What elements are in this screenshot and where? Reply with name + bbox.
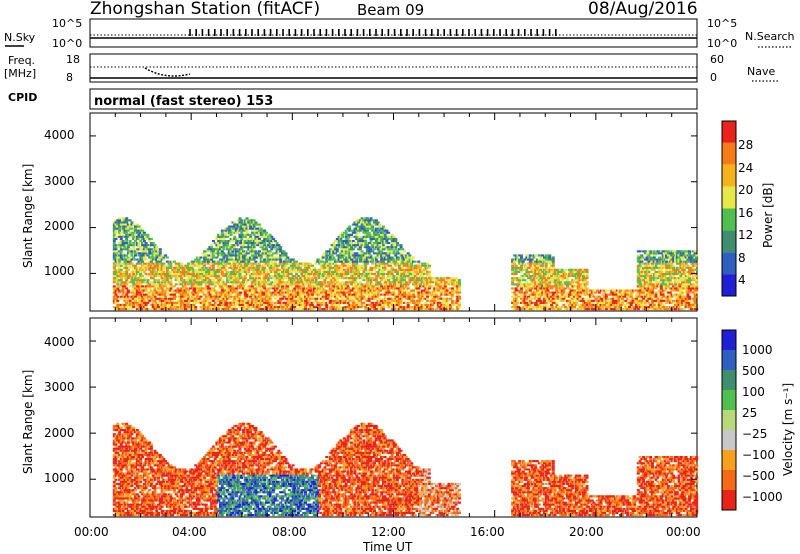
vel-cbar-tick-1000: 1000 — [742, 343, 773, 357]
velocity-ytick-1000: 1000 — [44, 471, 75, 485]
velocity-colorbar-label: Velocity [m s⁻¹] — [781, 382, 795, 476]
freq-unit: [MHz] — [4, 67, 37, 80]
power-colorbar-label: Power [dB] — [761, 182, 775, 248]
velocity-ytick-2000: 2000 — [44, 426, 75, 440]
power-cbar-tick-16: 16 — [738, 206, 754, 220]
velocity-colorbar-segment — [722, 470, 736, 490]
velocity-colorbar-segment — [722, 450, 736, 470]
power-cbar-tick-4: 4 — [738, 273, 746, 287]
power-ytick-4000: 4000 — [44, 128, 75, 142]
vel-cbar-tick-neg100: −100 — [742, 448, 775, 462]
date-label: 08/Aug/2016 — [588, 0, 698, 19]
power-colorbar-segment — [722, 164, 736, 187]
nave-tick-bottom: 0 — [710, 71, 717, 84]
nsearch-tick-top: 10^5 — [707, 17, 738, 30]
power-colorbar-segment — [722, 142, 736, 165]
velocity-ytick-4000: 4000 — [44, 335, 75, 349]
xtick-0800: 08:00 — [272, 525, 307, 539]
velocity-colorbar-segment — [722, 350, 736, 370]
nave-dip — [144, 67, 191, 77]
nsearch-label: N.Search — [745, 30, 795, 43]
xtick-0400: 04:00 — [172, 525, 207, 539]
nave-tick-top: 60 — [710, 53, 724, 66]
power-cbar-tick-28: 28 — [738, 138, 754, 152]
nsearch-tick-bottom: 10^0 — [707, 37, 738, 50]
power-ylabel: Slant Range [km] — [21, 163, 35, 268]
velocity-colorbar-segment — [722, 490, 736, 510]
power-ytick-1000: 1000 — [44, 264, 75, 278]
nsky-tick-top: 10^5 — [52, 17, 83, 30]
nsky-tick-bottom: 10^0 — [52, 37, 83, 50]
xtick-0000: 00:00 — [74, 525, 109, 539]
freq-label: Freq. — [8, 54, 36, 67]
xtick-2400: 00:00 — [666, 525, 701, 539]
vel-cbar-tick-neg500: −500 — [742, 469, 775, 483]
power-colorbar-frame — [721, 120, 737, 297]
power-colorbar-segment — [722, 252, 736, 275]
vel-cbar-tick-25: 25 — [742, 406, 758, 420]
freq-tick-top: 18 — [66, 53, 80, 66]
velocity-colorbar-segment — [722, 390, 736, 410]
vel-cbar-tick-500: 500 — [742, 364, 765, 378]
power-cbar-tick-20: 20 — [738, 183, 754, 197]
velocity-colorbar-frame — [721, 329, 737, 511]
freq-tick-bottom: 8 — [66, 71, 73, 84]
nsky-panel-frame — [89, 18, 698, 48]
velocity-colorbar-segment — [722, 410, 736, 430]
velocity-ytick-3000: 3000 — [44, 380, 75, 394]
station-title: Zhongshan Station (fitACF) — [90, 0, 321, 19]
xtick-1200: 12:00 — [371, 525, 406, 539]
cpid-label: CPID — [8, 91, 38, 104]
vel-cbar-tick-100: 100 — [742, 385, 765, 399]
power-colorbar-segment — [722, 121, 736, 143]
velocity-colorbar-segment — [722, 430, 736, 450]
power-ytick-2000: 2000 — [44, 219, 75, 233]
velocity-ylabel: Slant Range [km] — [21, 369, 35, 474]
velocity-colorbar-segment — [722, 330, 736, 350]
power-colorbar-segment — [722, 274, 736, 296]
power-cbar-tick-24: 24 — [738, 161, 754, 175]
cpid-panel-frame — [89, 88, 698, 110]
nsky-label: N.Sky — [4, 31, 36, 44]
heatmap-cells — [112, 422, 699, 517]
xlabel: Time UT — [363, 540, 413, 554]
power-cbar-tick-8: 8 — [738, 251, 746, 265]
velocity-colorbar-segment — [722, 370, 736, 390]
power-colorbar-segment — [722, 230, 736, 253]
power-cbar-tick-12: 12 — [738, 228, 754, 242]
beam-label: Beam 09 — [357, 1, 425, 19]
freq-panel-frame — [89, 53, 698, 83]
power-ytick-3000: 3000 — [44, 174, 75, 188]
cpid-text: normal (fast stereo) 153 — [94, 94, 274, 109]
heatmap-cells — [112, 217, 699, 311]
power-colorbar-segment — [722, 186, 736, 209]
xtick-2000: 20:00 — [569, 525, 604, 539]
vel-cbar-tick-neg1000: −1000 — [742, 490, 783, 504]
nave-label: Nave — [747, 65, 776, 78]
vel-cbar-tick-neg25: −25 — [742, 427, 768, 441]
power-colorbar-segment — [722, 208, 736, 231]
xtick-1600: 16:00 — [470, 525, 505, 539]
